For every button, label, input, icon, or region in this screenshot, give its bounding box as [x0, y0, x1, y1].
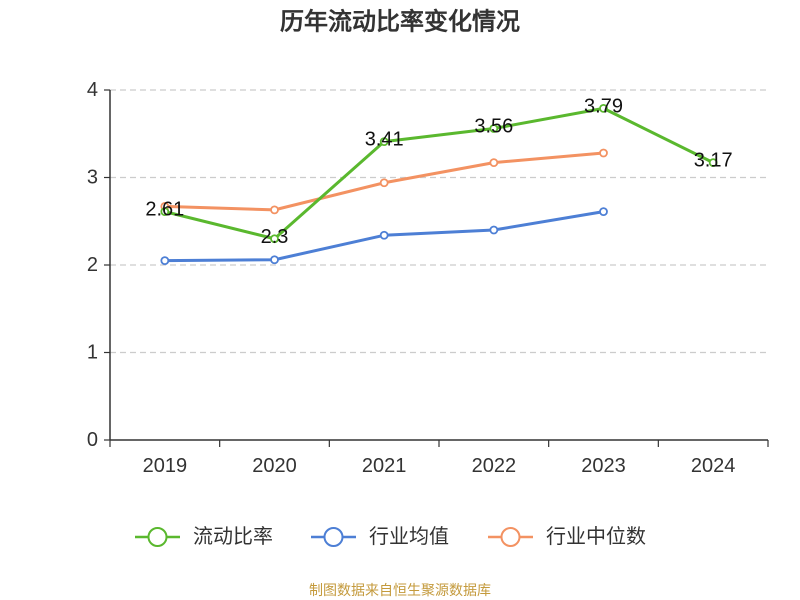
data-label: 3.41: [365, 129, 404, 151]
series-layer: [160, 103, 718, 266]
data-point: [599, 103, 608, 113]
chart-title: 历年流动比率变化情况: [280, 8, 520, 36]
series-1: [160, 207, 608, 266]
series-2: [160, 148, 608, 215]
legend-item[interactable]: 流动比率: [135, 525, 273, 548]
data-label: 3.79: [584, 95, 623, 117]
data-label: 3.17: [694, 150, 733, 172]
x-tick-label: 2021: [362, 455, 407, 477]
y-tick-label: 3: [87, 167, 98, 189]
data-point: [379, 137, 389, 147]
x-tick-label: 2020: [252, 455, 297, 477]
x-tick-label: 2023: [581, 455, 626, 477]
legend-marker: [323, 527, 344, 547]
data-point: [160, 207, 170, 217]
legend-label: 行业中位数: [546, 525, 646, 548]
data-point: [270, 205, 279, 215]
legend-item[interactable]: 行业均值: [311, 525, 449, 548]
data-point: [708, 158, 718, 168]
legend-label: 流动比率: [193, 525, 273, 548]
data-point: [379, 178, 389, 188]
y-tick-label: 0: [87, 429, 98, 451]
axes: 0 1 2 3 4 2019 2020 2021 2022 2023 2024: [87, 79, 769, 477]
x-tick-label: 2019: [143, 455, 188, 477]
data-point: [489, 124, 499, 133]
data-label: 2.61: [145, 199, 184, 221]
legend-marker: [500, 527, 521, 547]
data-labels: 2.61 2.3 3.41 3.56 3.79 3.17: [145, 95, 732, 247]
legend-label: 行业均值: [369, 525, 449, 548]
legend-item[interactable]: 行业中位数: [488, 525, 646, 548]
data-label: 2.3: [261, 226, 289, 248]
data-point: [160, 256, 170, 266]
data-point: [599, 148, 608, 158]
y-tick-label: 4: [87, 79, 98, 101]
source-footer: 制图数据来自恒生聚源数据库: [309, 582, 491, 598]
x-tick-label: 2022: [472, 455, 517, 477]
series-line: [163, 106, 715, 241]
x-tick-label: 2024: [691, 455, 736, 477]
y-tick-label: 1: [87, 342, 98, 364]
data-point: [379, 230, 389, 240]
series-0: [160, 103, 718, 244]
data-label: 3.56: [474, 116, 513, 138]
data-point: [270, 234, 279, 244]
y-tick-label: 2: [87, 254, 98, 276]
data-point: [489, 225, 499, 235]
legend: 流动比率 行业均值 行业中位数: [135, 525, 646, 548]
data-point: [599, 207, 608, 217]
legend-marker: [147, 527, 168, 547]
data-point: [270, 255, 279, 265]
data-point: [489, 158, 499, 168]
